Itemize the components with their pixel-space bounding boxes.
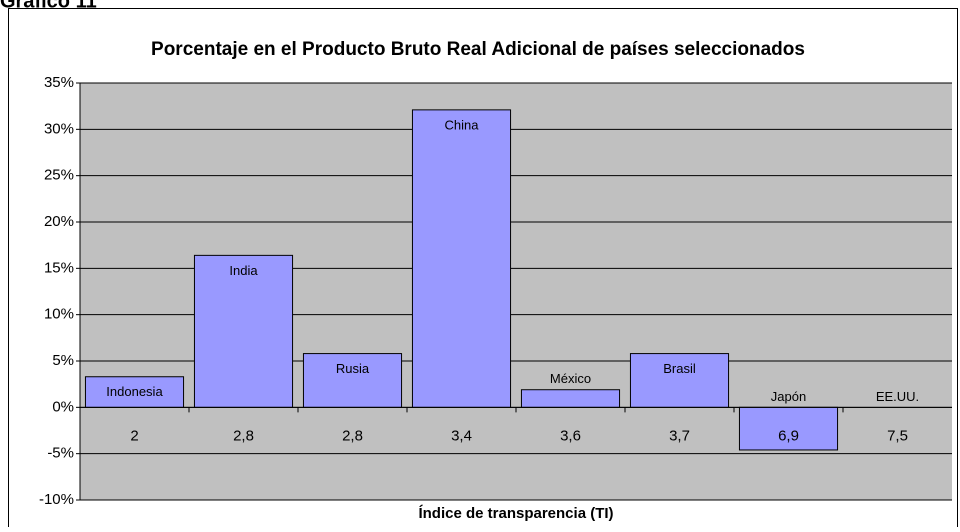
data-label: India xyxy=(229,263,258,278)
x-tick-label: 6,9 xyxy=(778,427,799,444)
y-tick-label: 10% xyxy=(44,306,74,323)
heading: Gráfico 11 xyxy=(0,0,97,12)
x-tick-label: 3,7 xyxy=(669,427,690,444)
bar xyxy=(520,389,621,408)
y-tick-label: 20% xyxy=(44,213,74,230)
bar xyxy=(84,376,185,408)
data-label: EE.UU. xyxy=(876,389,919,404)
y-tick-label: 15% xyxy=(44,259,74,276)
x-tick-label: 7,5 xyxy=(887,427,908,444)
data-label: Rusia xyxy=(336,361,370,376)
y-tick-label: 0% xyxy=(52,398,74,415)
chart-title: Porcentaje en el Producto Bruto Real Adi… xyxy=(151,39,805,60)
y-tick-label: 30% xyxy=(44,120,74,137)
x-tick-label: 2,8 xyxy=(342,427,363,444)
data-label: China xyxy=(445,117,480,132)
y-tick-label: 25% xyxy=(44,167,74,184)
data-label: Brasil xyxy=(663,361,696,376)
data-label: Japón xyxy=(771,389,806,404)
x-tick-label: 2,8 xyxy=(233,427,254,444)
y-tick-label: -10% xyxy=(39,491,74,508)
data-label: México xyxy=(550,371,591,386)
data-label: Indonesia xyxy=(106,384,163,399)
bar xyxy=(629,353,730,408)
x-tick-label: 3,4 xyxy=(451,427,472,444)
x-tick-label: 2 xyxy=(130,427,138,444)
y-tick-label: 5% xyxy=(52,352,74,369)
x-tick-label: 3,6 xyxy=(560,427,581,444)
x-axis-title: Índice de transparencia (TI) xyxy=(418,505,613,522)
y-tick-label: -5% xyxy=(47,445,74,462)
bar xyxy=(193,254,294,408)
y-tick-label: 35% xyxy=(44,74,74,91)
bar xyxy=(738,406,839,451)
bar xyxy=(411,109,512,408)
